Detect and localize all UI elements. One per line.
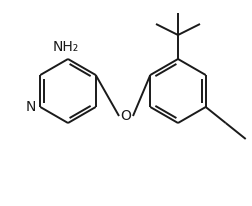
Text: N: N <box>26 100 36 114</box>
Text: O: O <box>120 109 131 123</box>
Text: NH₂: NH₂ <box>53 40 79 54</box>
